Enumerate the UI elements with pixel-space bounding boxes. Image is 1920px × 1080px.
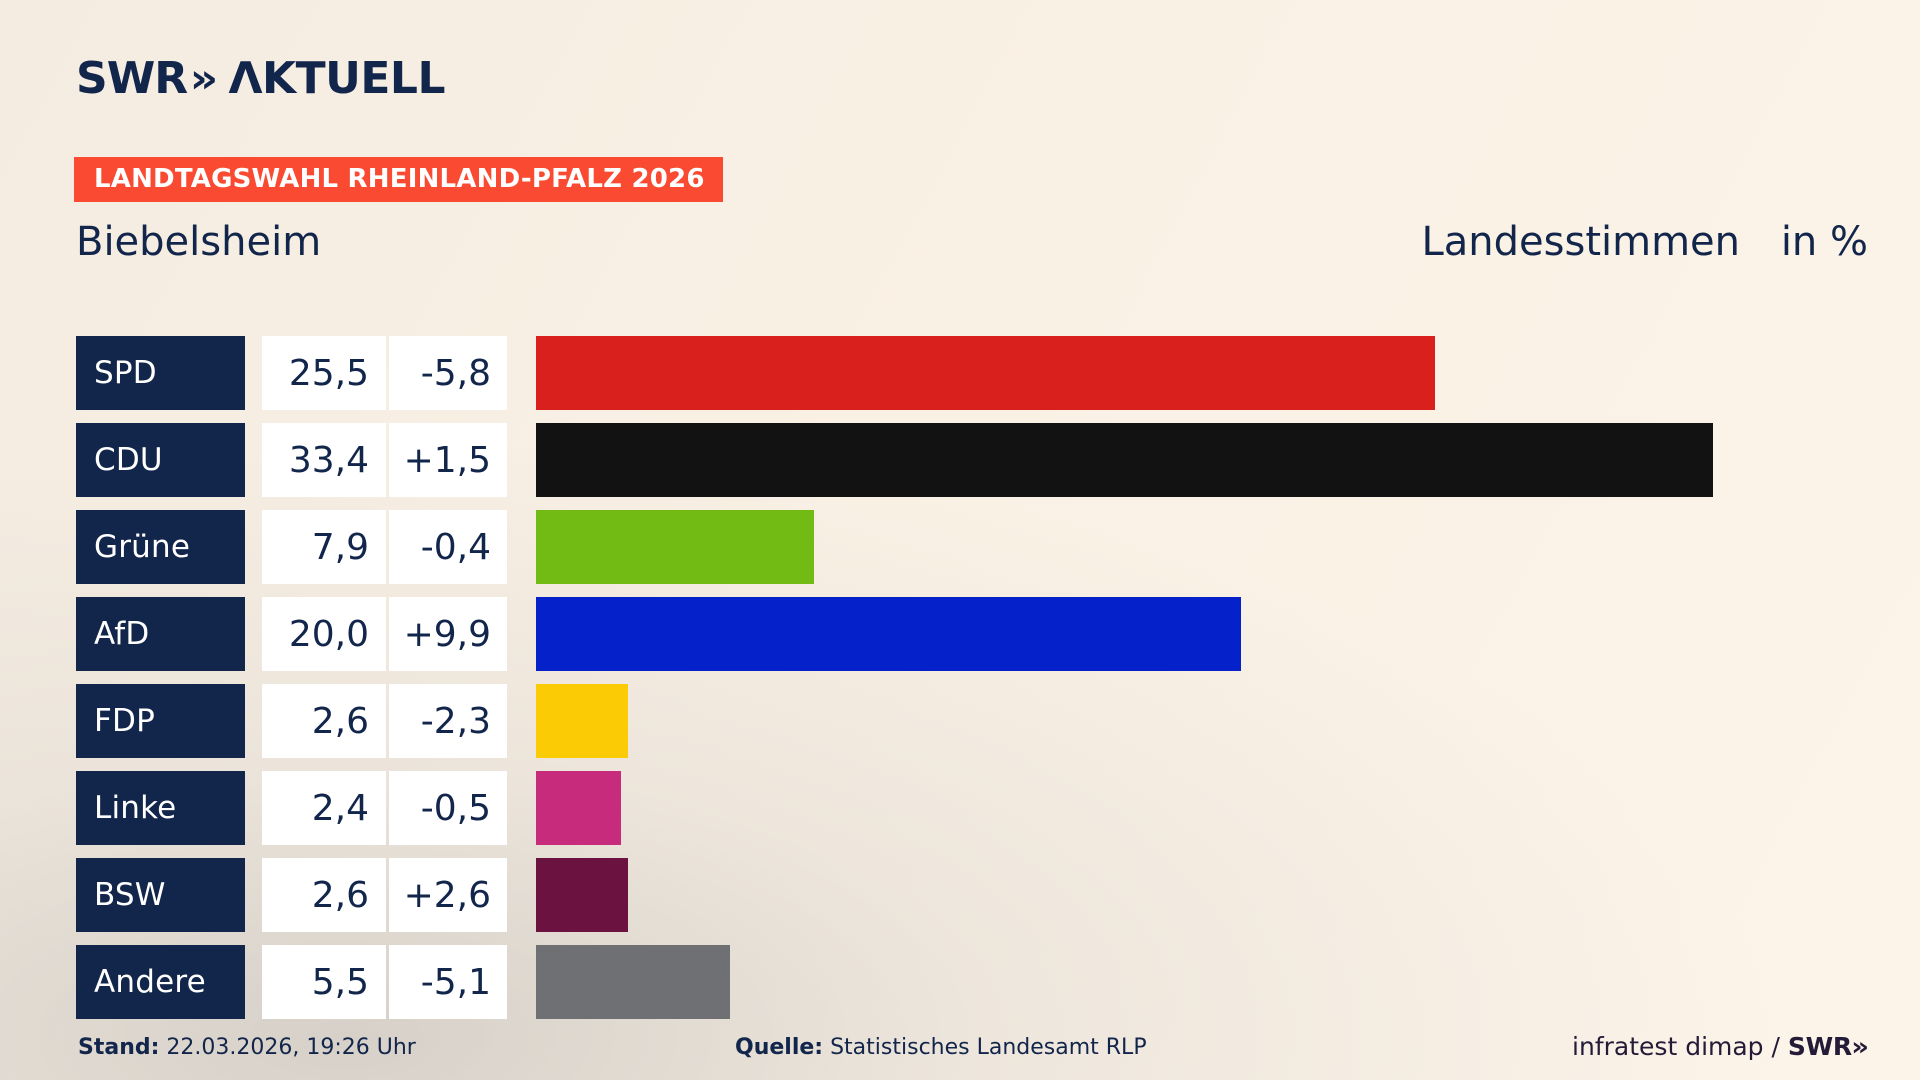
chart-row: AfD 20,0 +9,9 <box>0 591 1920 678</box>
swr-aktuell-logo: SWR» ΛKTUELL <box>76 53 445 104</box>
bar-linke <box>536 771 621 845</box>
bar-track <box>536 684 1920 758</box>
place-name: Biebelsheim <box>76 219 322 265</box>
timestamp: Stand: 22.03.2026, 19:26 Uhr <box>78 1035 416 1060</box>
party-percentage: 2,6 <box>262 858 386 932</box>
bar-fdp <box>536 684 628 758</box>
party-percentage: 2,6 <box>262 684 386 758</box>
bar-afd <box>536 597 1241 671</box>
credit-chevron-icon: » <box>1851 1032 1869 1061</box>
bar-track <box>536 771 1920 845</box>
party-percentage: 2,4 <box>262 771 386 845</box>
party-label: AfD <box>76 597 245 671</box>
party-percentage: 33,4 <box>262 423 386 497</box>
bar-andere <box>536 945 730 1019</box>
footer: Stand: 22.03.2026, 19:26 Uhr Quelle: Sta… <box>0 1032 1920 1075</box>
party-label: SPD <box>76 336 245 410</box>
source-label: Quelle: <box>735 1035 824 1060</box>
party-change: -5,1 <box>389 945 507 1019</box>
vote-type-label: Landesstimmen <box>1421 219 1740 265</box>
chart-row: Grüne 7,9 -0,4 <box>0 504 1920 591</box>
source: Quelle: Statistisches Landesamt RLP <box>735 1035 1147 1060</box>
party-label: Grüne <box>76 510 245 584</box>
party-change: +1,5 <box>389 423 507 497</box>
party-percentage: 20,0 <box>262 597 386 671</box>
chart-row: CDU 33,4 +1,5 <box>0 417 1920 504</box>
unit-label: in % <box>1780 219 1868 265</box>
bar-spd <box>536 336 1435 410</box>
party-label: BSW <box>76 858 245 932</box>
party-label: FDP <box>76 684 245 758</box>
chart-row: Linke 2,4 -0,5 <box>0 765 1920 852</box>
chart-row: FDP 2,6 -2,3 <box>0 678 1920 765</box>
party-change: +2,6 <box>389 858 507 932</box>
party-label: Linke <box>76 771 245 845</box>
party-change: +9,9 <box>389 597 507 671</box>
bar-track <box>536 423 1920 497</box>
party-label: Andere <box>76 945 245 1019</box>
subheader: Biebelsheim Landesstimmen in % <box>0 218 1920 274</box>
bar-bsw <box>536 858 628 932</box>
party-label: CDU <box>76 423 245 497</box>
logo-chevron-icon: » <box>189 55 218 102</box>
logo-aktuell-text: ΛKTUELL <box>228 53 445 104</box>
bar-track <box>536 858 1920 932</box>
election-banner: LANDTAGSWAHL RHEINLAND-PFALZ 2026 <box>74 157 723 202</box>
bar-track <box>536 597 1920 671</box>
party-change: -0,4 <box>389 510 507 584</box>
credit-swr: SWR <box>1787 1032 1852 1061</box>
credit-separator: / <box>1771 1032 1780 1061</box>
timestamp-value: 22.03.2026, 19:26 Uhr <box>166 1035 416 1060</box>
results-bar-chart: SPD 25,5 -5,8 CDU 33,4 +1,5 Grüne 7,9 -0,4 AfD 20,… <box>0 330 1920 1026</box>
bar-track <box>536 510 1920 584</box>
party-percentage: 5,5 <box>262 945 386 1019</box>
logo-swr-text: SWR <box>76 53 188 104</box>
credit: infratest dimap / SWR» <box>1572 1032 1869 1061</box>
source-value: Statistisches Landesamt RLP <box>830 1035 1147 1060</box>
chart-row: BSW 2,6 +2,6 <box>0 852 1920 939</box>
bar-grüne <box>536 510 815 584</box>
bar-track <box>536 945 1920 1019</box>
bar-track <box>536 336 1920 410</box>
chart-row: SPD 25,5 -5,8 <box>0 330 1920 417</box>
timestamp-label: Stand: <box>78 1035 160 1060</box>
chart-row: Andere 5,5 -5,1 <box>0 939 1920 1026</box>
party-percentage: 25,5 <box>262 336 386 410</box>
party-change: -2,3 <box>389 684 507 758</box>
credit-agency: infratest dimap <box>1572 1032 1764 1061</box>
party-change: -5,8 <box>389 336 507 410</box>
party-change: -0,5 <box>389 771 507 845</box>
bar-cdu <box>536 423 1713 497</box>
party-percentage: 7,9 <box>262 510 386 584</box>
